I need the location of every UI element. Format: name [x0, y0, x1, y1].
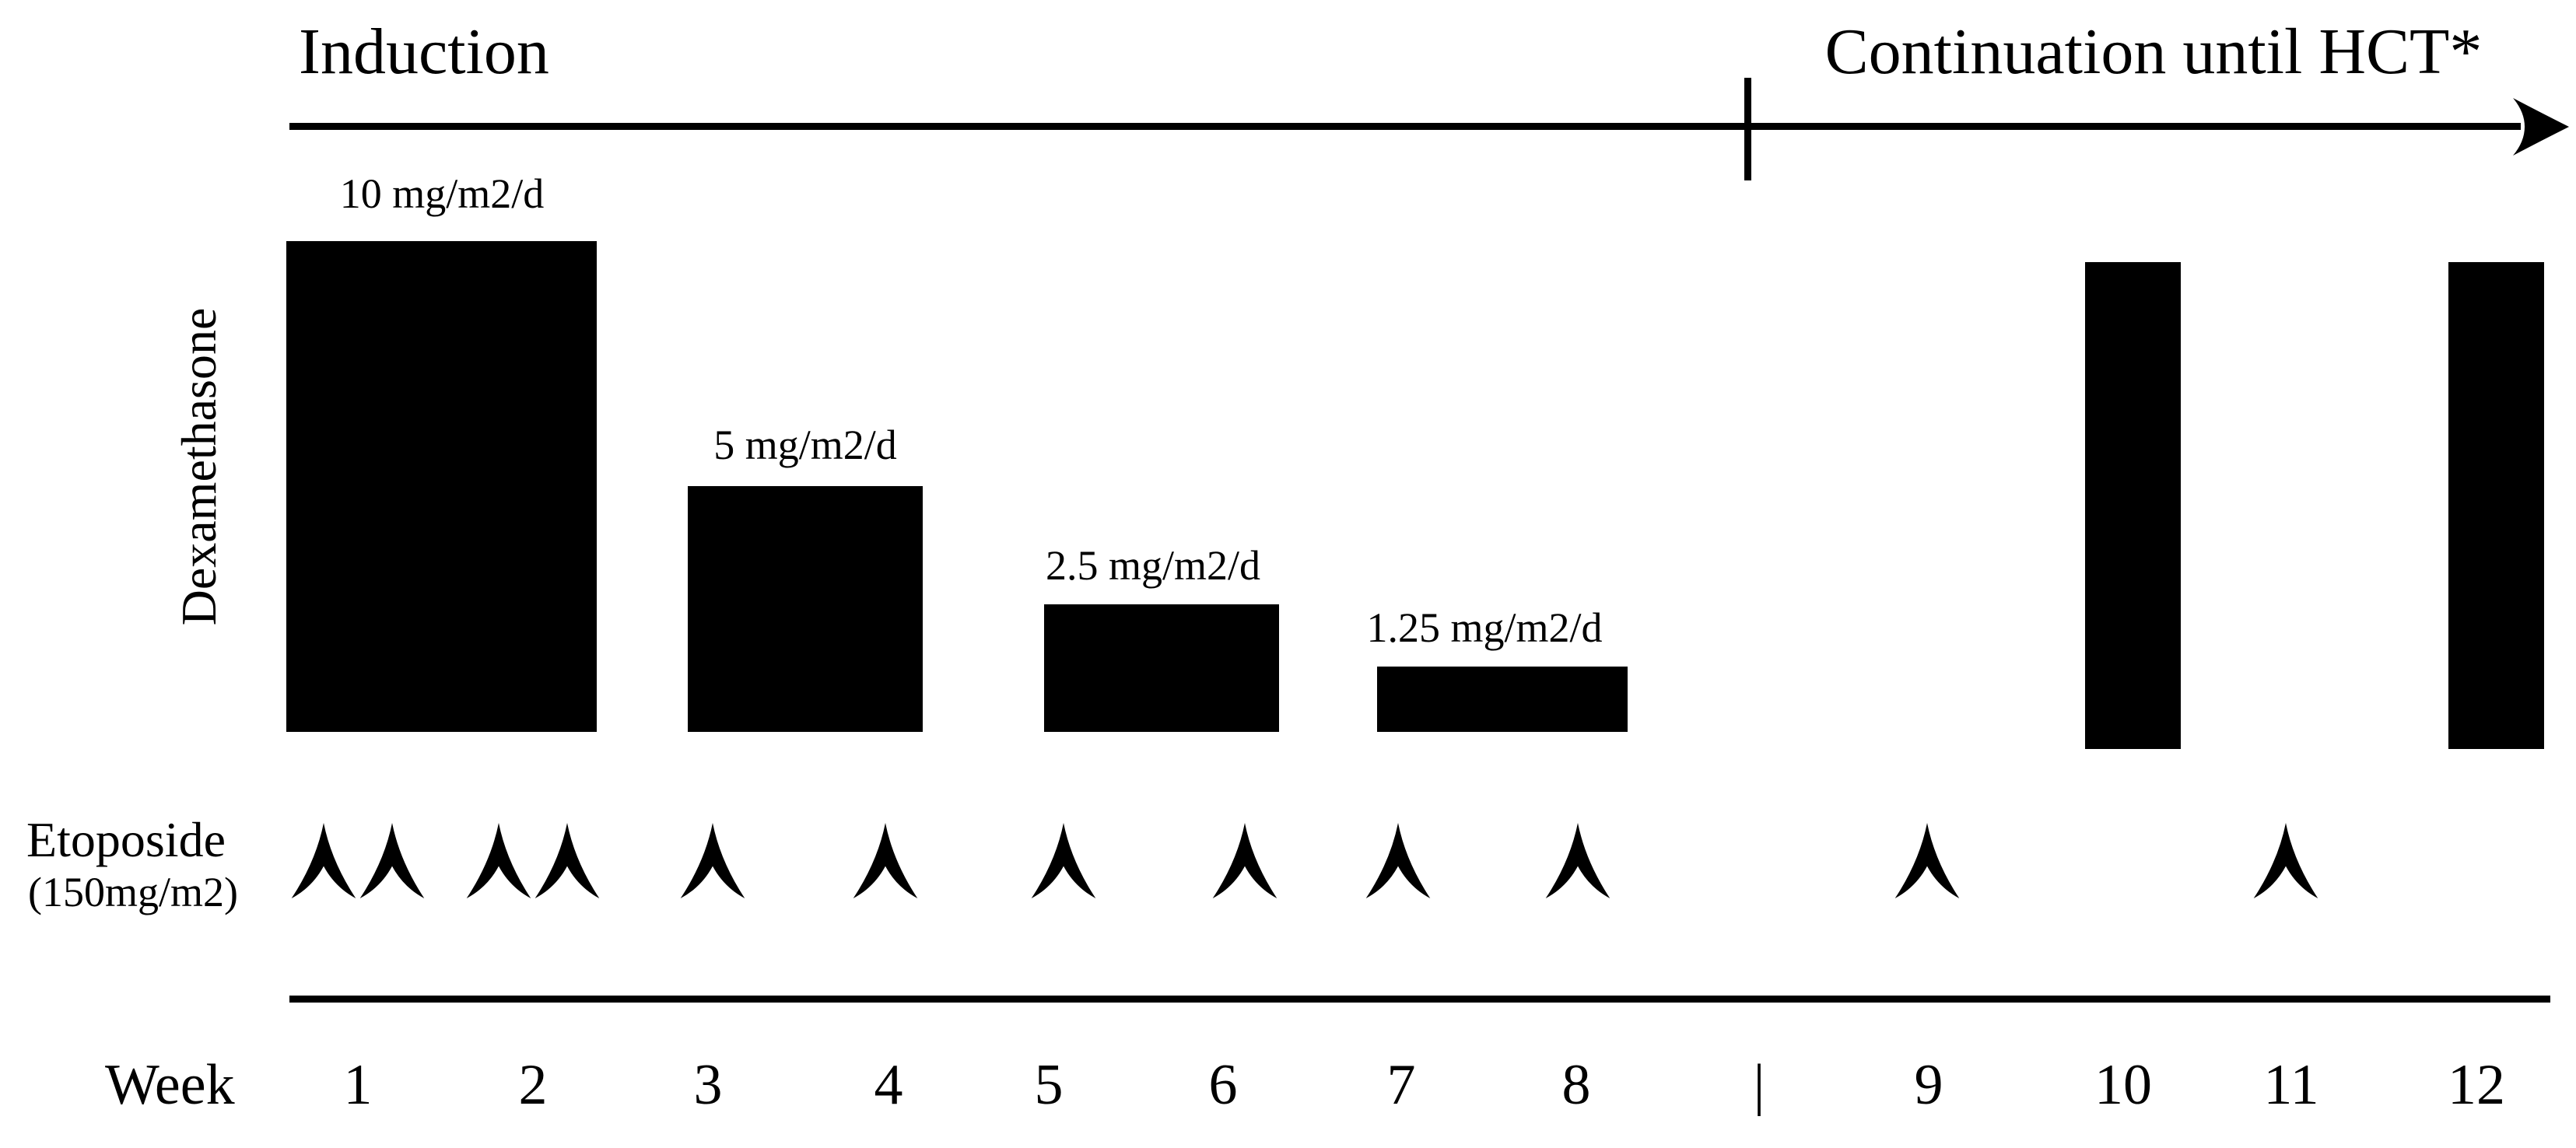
- week-tick-6: 6: [1208, 1053, 1238, 1117]
- week-tick-1: 1: [343, 1053, 373, 1117]
- dexamethasone-bar-weeks-5-6: [1044, 604, 1279, 732]
- dose-label-2-5: 2.5 mg/m2/d: [1045, 542, 1261, 589]
- etoposide-dose-arrow-icon-week1b: [359, 823, 425, 898]
- week-tick-12: 12: [2448, 1053, 2505, 1117]
- week-tick-7: 7: [1386, 1053, 1416, 1117]
- week-axis-label: Week: [105, 1053, 235, 1117]
- week-tick-9: 9: [1914, 1053, 1943, 1117]
- etoposide-dose-arrow-icon-week2a: [466, 823, 531, 898]
- week-tick-5: 5: [1034, 1053, 1064, 1117]
- continuation-phase-label: Continuation until HCT*: [1824, 16, 2483, 88]
- phase-divider-tick: [1744, 78, 1751, 180]
- week-tick-4: 4: [874, 1053, 903, 1117]
- dexamethasone-bar-weeks-1-2: [286, 241, 597, 732]
- etoposide-dose-arrow-icon-week2b: [534, 823, 600, 898]
- etoposide-dose-arrow-icon-week11: [2253, 823, 2318, 898]
- induction-phase-label: Induction: [299, 16, 549, 88]
- week-axis-line: [289, 996, 2550, 1003]
- etoposide-dose-arrow-icon-week4: [853, 823, 918, 898]
- dexamethasone-bar-week-12: [2448, 262, 2544, 749]
- timeline-arrowhead-icon: [2513, 98, 2569, 156]
- week-tick-3: 3: [693, 1053, 723, 1117]
- dexamethasone-axis-label: Dexamethasone: [171, 307, 226, 626]
- dexamethasone-bar-weeks-3-4: [688, 486, 923, 732]
- week-tick-10: 10: [2094, 1053, 2152, 1117]
- week-tick-11: 11: [2263, 1053, 2319, 1117]
- week-axis-phase-divider: |: [1753, 1053, 1765, 1117]
- etoposide-dose-arrow-icon-week5: [1031, 823, 1096, 898]
- etoposide-label: Etoposide: [26, 812, 226, 867]
- dose-label-10: 10 mg/m2/d: [339, 170, 545, 217]
- etoposide-dose-arrow-icon-week7: [1365, 823, 1431, 898]
- week-tick-8: 8: [1561, 1053, 1591, 1117]
- dose-label-1-25: 1.25 mg/m2/d: [1366, 604, 1603, 651]
- etoposide-dose-arrow-icon-week1a: [291, 823, 356, 898]
- etoposide-dose-arrow-icon-week9: [1894, 823, 1960, 898]
- week-tick-2: 2: [518, 1053, 548, 1117]
- dose-label-5: 5 mg/m2/d: [713, 422, 897, 468]
- timeline-arrow-line: [289, 123, 2521, 130]
- etoposide-dose-arrow-icon-week3: [680, 823, 745, 898]
- etoposide-dose-arrow-icon-week6: [1212, 823, 1277, 898]
- dexamethasone-bar-weeks-7-8: [1377, 667, 1628, 732]
- etoposide-dose-label: (150mg/m2): [28, 869, 238, 915]
- etoposide-dose-arrow-icon-week8: [1545, 823, 1610, 898]
- dexamethasone-bar-week-10: [2085, 262, 2181, 749]
